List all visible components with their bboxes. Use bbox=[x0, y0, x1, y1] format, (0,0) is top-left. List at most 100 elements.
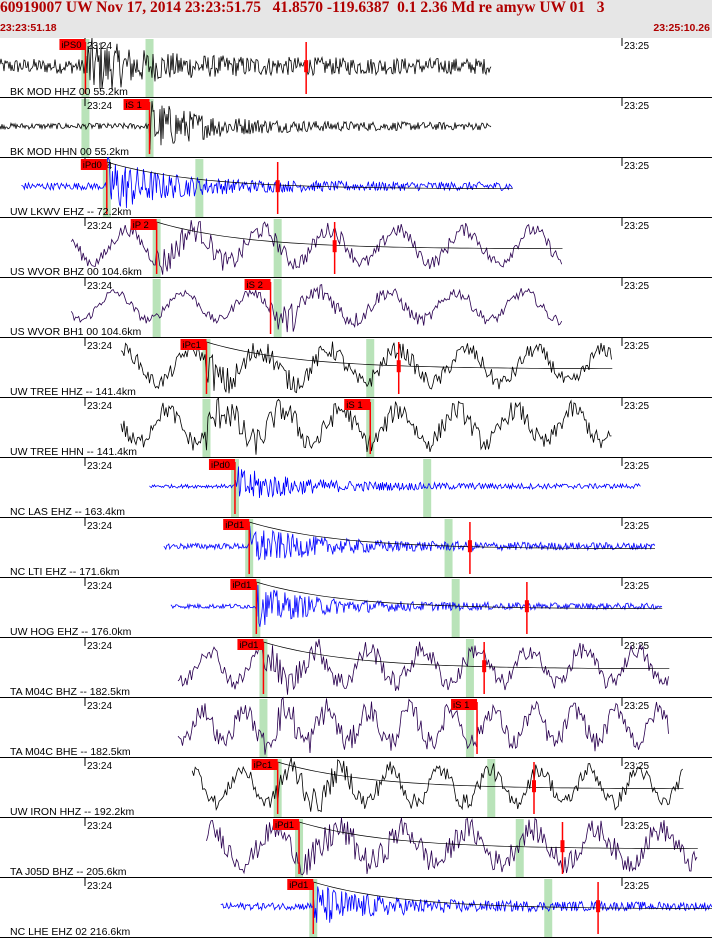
tick-label: 23:25 bbox=[624, 221, 649, 232]
tick-label: 23:24 bbox=[87, 41, 112, 52]
event-title: 60919007 UW Nov 17, 2014 23:23:51.75 41.… bbox=[0, 0, 605, 16]
tick-label: 23:24 bbox=[87, 641, 112, 652]
amplitude-marker-box bbox=[332, 240, 337, 253]
pick-flag[interactable] bbox=[223, 519, 250, 530]
pick-flag[interactable] bbox=[59, 39, 86, 50]
coda-curve bbox=[298, 821, 698, 850]
pick-label: iS 1 bbox=[346, 400, 362, 411]
pick-label: iPd1 bbox=[239, 640, 258, 651]
waveform-trace bbox=[220, 886, 712, 923]
pick-label: iS 2 bbox=[247, 280, 263, 291]
waveform-trace bbox=[70, 284, 563, 333]
tick-label: 23:25 bbox=[624, 161, 649, 172]
waveform-trace bbox=[21, 157, 513, 209]
pick-label: iPd0 bbox=[83, 160, 102, 171]
seismogram-plot: 23:24 23:25 iPS0 BK MOD HHZ 00 55.2km 23:24 2… bbox=[0, 38, 712, 938]
trace-label: US WVOR BHZ 00 104.6km bbox=[10, 266, 142, 278]
pick-flag[interactable] bbox=[451, 699, 478, 710]
coda-curve bbox=[249, 521, 655, 550]
amplitude-marker-box bbox=[396, 360, 401, 373]
amplitude-marker-box bbox=[467, 540, 472, 553]
pick-label: iS 1 bbox=[453, 700, 469, 711]
trace-label: TA M04C BHE -- 182.5km bbox=[10, 746, 131, 758]
pick-flag[interactable] bbox=[287, 879, 314, 890]
trace-label: BK MOD HHZ 00 55.2km bbox=[10, 86, 128, 98]
waveform-trace bbox=[177, 696, 669, 755]
waveform-trace bbox=[206, 817, 698, 876]
amplitude-marker-box bbox=[304, 60, 309, 73]
trace-label: US WVOR BH1 00 104.6km bbox=[10, 326, 142, 338]
pick-flag[interactable] bbox=[273, 819, 300, 830]
trace-label: BK MOD HHN 00 55.2km bbox=[10, 146, 129, 158]
pick-flag[interactable] bbox=[251, 759, 278, 770]
coda-curve bbox=[156, 221, 563, 250]
amplitude-marker-box bbox=[275, 180, 280, 193]
tick-label: 23:25 bbox=[624, 401, 649, 412]
trace-label: NC LAS EHZ -- 163.4km bbox=[10, 506, 125, 518]
pick-label: iPd0 bbox=[211, 460, 230, 471]
pick-flag[interactable] bbox=[130, 219, 157, 230]
end-time-label: 23:25:10.26 bbox=[653, 22, 710, 34]
tick-label: 23:25 bbox=[624, 521, 649, 532]
waveform-trace bbox=[70, 220, 563, 275]
amplitude-marker-box bbox=[596, 900, 601, 913]
tick-label: 23:24 bbox=[87, 461, 112, 472]
phase-window bbox=[195, 159, 204, 217]
start-time-label: 23:23:51.18 bbox=[0, 22, 57, 34]
tick-label: 23:25 bbox=[624, 821, 649, 832]
waveform-trace bbox=[0, 38, 492, 90]
pick-label: iP 2 bbox=[133, 220, 149, 231]
tick-label: 23:25 bbox=[624, 881, 649, 892]
amplitude-marker-box bbox=[560, 840, 565, 853]
tick-label: 23:25 bbox=[624, 341, 649, 352]
coda-curve bbox=[206, 341, 613, 370]
phase-window bbox=[515, 819, 524, 877]
trace-label: UW TREE HHN -- 141.4km bbox=[10, 446, 137, 458]
tick-label: 23:24 bbox=[87, 821, 112, 832]
amplitude-marker-box bbox=[532, 780, 536, 793]
pick-flag[interactable] bbox=[230, 579, 257, 590]
phase-window bbox=[366, 339, 375, 397]
pick-label: iPc1 bbox=[254, 760, 272, 771]
pick-flag[interactable] bbox=[123, 99, 150, 110]
tick-label: 23:24 bbox=[87, 761, 112, 772]
tick-label: 23:24 bbox=[87, 401, 112, 412]
trace-label: UW HOG EHZ -- 176.0km bbox=[10, 626, 132, 638]
phase-window bbox=[465, 699, 474, 757]
pick-flag[interactable] bbox=[80, 159, 107, 170]
pick-flag[interactable] bbox=[244, 279, 271, 290]
waveform-trace bbox=[149, 466, 641, 499]
tick-label: 23:25 bbox=[624, 701, 649, 712]
tick-label: 23:25 bbox=[624, 461, 649, 472]
trace-label: UW IRON HHZ -- 192.2km bbox=[10, 806, 135, 818]
phase-window bbox=[465, 639, 474, 697]
phase-window bbox=[273, 279, 282, 337]
coda-curve bbox=[277, 761, 684, 790]
waveform-trace bbox=[191, 757, 683, 813]
tick-label: 23:25 bbox=[624, 761, 649, 772]
pick-flag[interactable] bbox=[237, 639, 264, 650]
record-header: 60919007 UW Nov 17, 2014 23:23:51.75 41.… bbox=[0, 0, 712, 38]
pick-label: iPS0 bbox=[61, 40, 81, 51]
pick-label: iPd1 bbox=[232, 580, 251, 591]
pick-flag[interactable] bbox=[180, 339, 207, 350]
coda-curve bbox=[313, 881, 712, 910]
phase-window bbox=[152, 279, 161, 337]
trace-label: UW LKWV EHZ -- 72.2km bbox=[10, 206, 132, 218]
tick-label: 23:25 bbox=[624, 101, 649, 112]
tick-label: 23:25 bbox=[624, 41, 649, 52]
pick-flag[interactable] bbox=[208, 459, 235, 470]
phase-window bbox=[544, 879, 553, 937]
coda-curve bbox=[263, 641, 670, 670]
phase-window bbox=[487, 759, 496, 817]
phase-window bbox=[259, 699, 268, 757]
trace-label: TA J05D BHZ -- 205.6km bbox=[10, 866, 127, 878]
phase-window bbox=[202, 399, 211, 457]
coda-curve bbox=[106, 161, 513, 190]
pick-label: iPd1 bbox=[225, 520, 244, 531]
pick-label: iPd1 bbox=[289, 880, 308, 891]
pick-flag[interactable] bbox=[344, 399, 371, 410]
trace-label: UW TREE HHZ -- 141.4km bbox=[10, 386, 136, 398]
trace-label: NC LHE EHZ 02 216.6km bbox=[10, 926, 130, 938]
tick-label: 23:25 bbox=[624, 581, 649, 592]
